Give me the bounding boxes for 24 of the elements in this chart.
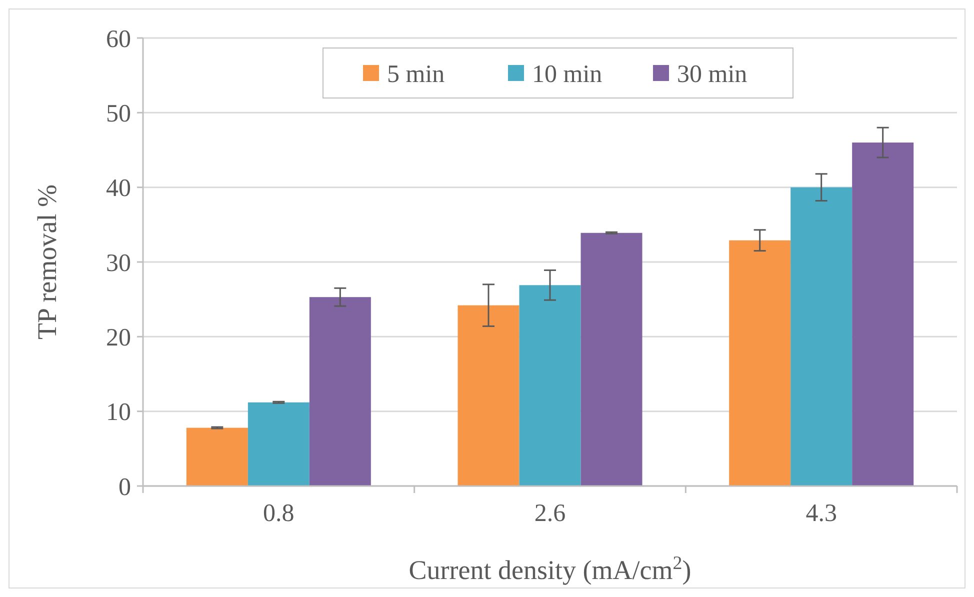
y-tick-label: 30: [106, 250, 131, 277]
x-tick-label: 4.3: [806, 500, 837, 527]
y-tick-label: 10: [106, 399, 131, 426]
legend-label: 30 min: [677, 60, 748, 88]
bar: [458, 305, 520, 486]
x-tick-label: 0.8: [263, 500, 294, 527]
bar: [519, 285, 581, 486]
legend-label: 10 min: [532, 60, 603, 88]
bar: [186, 428, 248, 486]
bar: [309, 297, 371, 486]
y-tick-label: 50: [106, 100, 131, 128]
x-axis-title: Current density (mA/cm$^{2}$): [408, 552, 692, 585]
y-tick-label: 40: [106, 175, 131, 202]
bar: [580, 232, 642, 486]
bar: [852, 142, 914, 486]
bar: [729, 240, 791, 486]
y-axis-title: TP removal %: [32, 184, 62, 340]
bar: [790, 187, 852, 486]
y-tick-label: 20: [106, 324, 131, 352]
legend-label: 5 min: [387, 60, 446, 88]
y-tick-label: 60: [106, 26, 131, 53]
x-tick-label: 2.6: [534, 500, 566, 527]
bar: [248, 402, 310, 486]
y-tick-label: 0: [118, 474, 131, 501]
